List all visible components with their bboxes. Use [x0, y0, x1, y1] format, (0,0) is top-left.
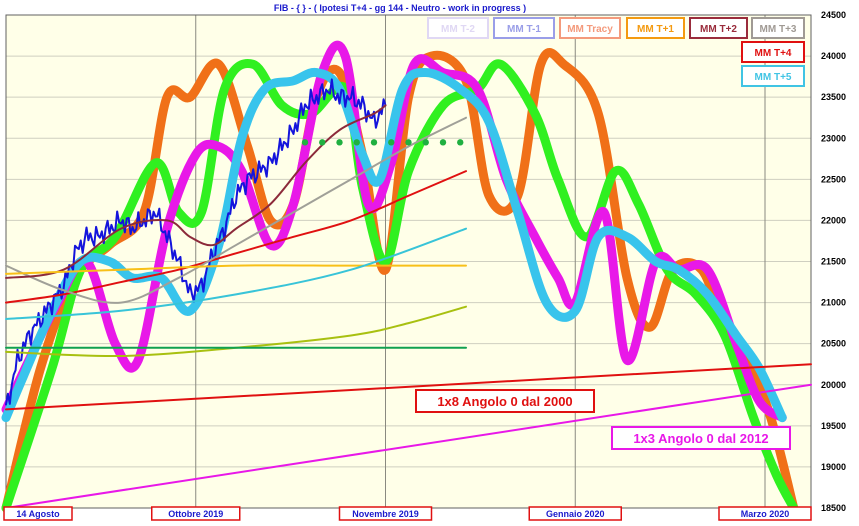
legend-box-7 — [741, 65, 805, 87]
x-tick-label-3: Gennaio 2020 — [546, 509, 605, 519]
series-line-10 — [5, 305, 467, 358]
y-tick-label-6: 21500 — [821, 257, 846, 267]
y-tick-label-12: 24500 — [821, 10, 846, 20]
legend-label-7: MM T+5 — [755, 72, 792, 83]
annotation-label-0: 1x8 Angolo 0 dal 2000 — [437, 394, 572, 409]
series-line-2 — [1, 40, 787, 423]
series-line-13 — [5, 383, 812, 509]
dot-marker-3 — [353, 139, 360, 146]
y-tick-label-2: 19500 — [821, 421, 846, 431]
series-line-7 — [5, 104, 387, 279]
legend-label-3: MM T+1 — [637, 24, 674, 35]
legend-box-1 — [493, 17, 555, 39]
dot-marker-8 — [439, 139, 447, 146]
series-line-5 — [5, 170, 467, 304]
series-line-3 — [1, 67, 787, 423]
annotation-label-1: 1x3 Angolo 0 dal 2012 — [633, 431, 768, 446]
series-line-8 — [5, 264, 467, 275]
legend-label-4: MM T+2 — [700, 24, 737, 35]
legend-box-4 — [689, 17, 748, 39]
y-tick-label-11: 24000 — [821, 51, 846, 61]
dot-marker-0 — [301, 139, 309, 146]
legend-label-0: MM T-2 — [441, 24, 475, 35]
x-tick-box-1 — [151, 506, 241, 521]
chart-title: FIB - { } - ( Ipotesi T+4 - gg 144 - Neu… — [274, 3, 526, 13]
x-tick-box-4 — [718, 506, 812, 521]
x-tick-label-0: 14 Agosto — [16, 509, 60, 519]
y-tick-label-10: 23500 — [821, 92, 846, 102]
y-tick-label-3: 20000 — [821, 380, 846, 390]
annotation-box-1 — [611, 426, 791, 450]
legend-box-6 — [741, 41, 805, 63]
dot-marker-9 — [457, 139, 464, 146]
legend-box-3 — [626, 17, 685, 39]
x-tick-box-0 — [3, 506, 73, 521]
legend-box-2 — [559, 17, 621, 39]
series-line-12 — [5, 363, 812, 411]
y-tick-label-5: 21000 — [821, 298, 846, 308]
y-tick-label-7: 22000 — [821, 215, 846, 225]
x-tick-label-4: Marzo 2020 — [741, 509, 790, 519]
dot-marker-4 — [370, 139, 378, 146]
x-tick-label-1: Ottobre 2019 — [168, 509, 223, 519]
annotation-box-0 — [415, 389, 595, 413]
y-tick-label-0: 18500 — [821, 503, 846, 513]
y-tick-label-1: 19000 — [821, 462, 846, 472]
legend-label-2: MM Tracy — [567, 24, 613, 35]
series-line-6 — [5, 116, 467, 304]
x-tick-box-2 — [338, 506, 433, 521]
legend-label-6: MM T+4 — [755, 48, 792, 59]
x-tick-label-2: Novembre 2019 — [352, 509, 419, 519]
legend-box-5 — [751, 17, 805, 39]
legend-box-0 — [427, 17, 489, 39]
dot-marker-5 — [388, 139, 395, 146]
y-tick-label-9: 23000 — [821, 133, 846, 143]
series-line-9 — [5, 227, 467, 321]
series-line-4 — [5, 78, 387, 406]
x-tick-box-3 — [528, 506, 622, 521]
y-tick-label-8: 22500 — [821, 174, 846, 184]
legend-label-5: MM T+3 — [760, 24, 797, 35]
dot-marker-1 — [319, 139, 326, 146]
dot-marker-6 — [405, 139, 412, 146]
legend-label-1: MM T-1 — [507, 24, 541, 35]
dot-marker-2 — [336, 139, 343, 146]
y-tick-label-4: 20500 — [821, 339, 846, 349]
series-line-0 — [1, 48, 799, 513]
dot-marker-7 — [422, 139, 429, 146]
